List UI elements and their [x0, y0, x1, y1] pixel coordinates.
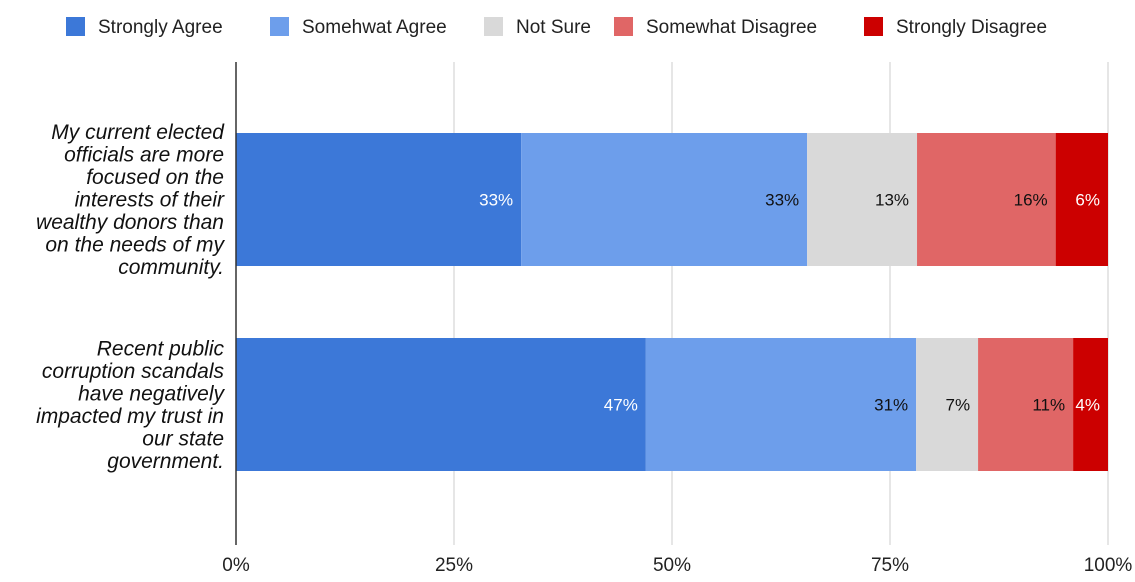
data-label: 4%: [1075, 396, 1100, 415]
x-tick-label: 0%: [222, 555, 250, 576]
legend-label: Strongly Disagree: [896, 17, 1047, 38]
bar-segment: [521, 133, 808, 266]
legend-swatch: [66, 17, 85, 36]
bar-segment: [1055, 133, 1108, 266]
category-label: on the needs of my: [45, 234, 225, 257]
category-label: have negatively: [78, 382, 225, 405]
x-tick-label: 50%: [653, 555, 691, 576]
bar-segment: [236, 338, 646, 471]
category-label: our state: [142, 427, 224, 450]
category-label: wealthy donors than: [36, 211, 224, 234]
data-label: 7%: [945, 396, 970, 415]
category-label: community.: [118, 256, 224, 279]
legend-swatch: [864, 17, 883, 36]
data-label: 13%: [875, 191, 909, 210]
legend-swatch: [614, 17, 633, 36]
legend-swatch: [270, 17, 289, 36]
category-label: government.: [107, 450, 224, 473]
bar-segment: [1073, 338, 1108, 471]
x-tick-label: 100%: [1084, 555, 1133, 576]
category-label: officials are more: [64, 144, 224, 167]
data-label: 16%: [1014, 191, 1048, 210]
data-label: 33%: [479, 191, 513, 210]
bar-segment: [916, 338, 979, 471]
legend-label: Not Sure: [516, 17, 591, 38]
category-label: Recent public: [97, 337, 225, 360]
data-label: 47%: [604, 396, 638, 415]
x-tick-label: 75%: [871, 555, 909, 576]
x-tick-label: 25%: [435, 555, 473, 576]
bar-segment: [978, 338, 1074, 471]
bar-segment: [236, 133, 522, 266]
data-label: 33%: [765, 191, 799, 210]
bar-segment: [645, 338, 917, 471]
data-label: 6%: [1075, 191, 1100, 210]
legend-label: Strongly Agree: [98, 17, 223, 38]
bar-segment: [917, 133, 1056, 266]
legend-label: Somehwat Agree: [302, 17, 447, 38]
data-label: 11%: [1032, 396, 1065, 415]
category-label: interests of their: [75, 189, 225, 212]
data-label: 31%: [874, 396, 908, 415]
category-label: My current elected: [51, 121, 225, 144]
legend-swatch: [484, 17, 503, 36]
legend-label: Somewhat Disagree: [646, 17, 817, 38]
bar-segment: [807, 133, 918, 266]
category-label: corruption scandals: [42, 360, 225, 383]
category-label: focused on the: [86, 166, 224, 189]
category-label: impacted my trust in: [36, 405, 224, 428]
